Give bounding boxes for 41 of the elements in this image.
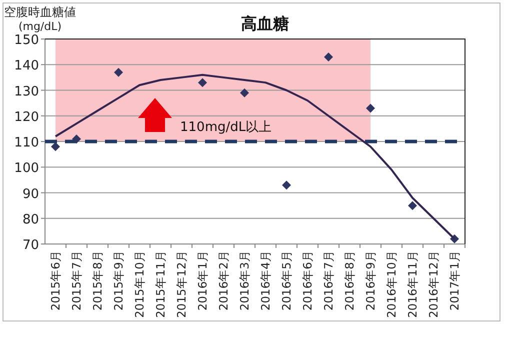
x-tick-label: 2016年9月 [364,250,378,311]
y-tick-label: 70 [22,238,39,253]
y-axis-title: 空腹時血糖値 (mg/dL) [4,5,76,33]
x-tick-label: 2016年2月 [216,250,230,311]
chart-title: 高血糖 [241,14,289,33]
x-tick-label: 2015年12月 [174,250,188,318]
point [72,134,81,144]
y-tick-label: 150 [14,33,39,48]
annotation: 110mg/dL以上 [180,120,272,135]
x-tick-label: 2015年10月 [132,250,146,318]
point [198,78,207,88]
y-tick-label: 120 [14,110,39,125]
x-tick-label: 2015年7月 [70,250,84,311]
x-tick-label: 2016年7月 [322,250,336,311]
x-tick-label: 2015年6月 [48,250,62,311]
x-tick-label: 2015年11月 [154,250,168,318]
x-tick-label: 2016年5月 [280,250,294,311]
x-tick-label: 2016年10月 [384,250,398,318]
y-tick-label: 110 [14,136,39,150]
y-tick-label: 80 [22,212,39,228]
point [240,88,249,98]
point [324,52,333,62]
point [408,201,417,210]
x-tick-label: 2016年4月 [258,250,272,311]
y-tick-label: 100 [14,161,39,176]
point [366,104,375,113]
point [282,180,291,190]
x-tick-label: 2015年9月 [112,250,126,311]
x-tick-label: 2016年1月 [196,250,210,311]
x-tick-label: 2016年11月 [406,250,420,318]
x-tick-label: 2016年8月 [342,250,356,311]
x-tick-label: 2015年8月 [90,250,104,311]
x-tick-label: 2017年1月 [448,250,462,311]
x-tick-label: 2016年6月 [300,250,314,311]
x-tick-label: 2016年12月 [426,250,440,318]
y-tick-label: 90 [22,186,39,202]
x-tick-label: 2016年3月 [238,250,252,311]
point [51,142,60,152]
y-tick-label: 130 [14,84,39,100]
y-tick-label: 140 [14,58,39,74]
point [114,68,123,77]
